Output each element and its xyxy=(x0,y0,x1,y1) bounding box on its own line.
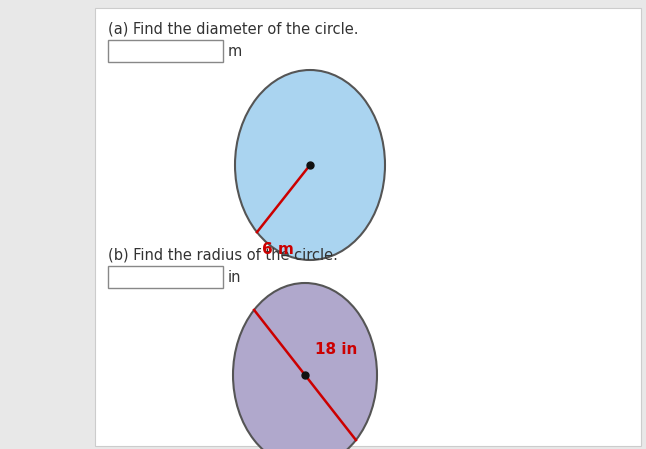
Text: in: in xyxy=(228,269,242,285)
FancyBboxPatch shape xyxy=(108,266,223,288)
Text: 6 m: 6 m xyxy=(262,242,294,257)
Text: 18 in: 18 in xyxy=(315,342,357,357)
Text: m: m xyxy=(228,44,242,58)
Text: (b) Find the radius of the circle.: (b) Find the radius of the circle. xyxy=(108,248,338,263)
FancyBboxPatch shape xyxy=(108,40,223,62)
Text: (a) Find the diameter of the circle.: (a) Find the diameter of the circle. xyxy=(108,22,359,37)
Ellipse shape xyxy=(233,283,377,449)
FancyBboxPatch shape xyxy=(95,8,641,446)
Ellipse shape xyxy=(235,70,385,260)
